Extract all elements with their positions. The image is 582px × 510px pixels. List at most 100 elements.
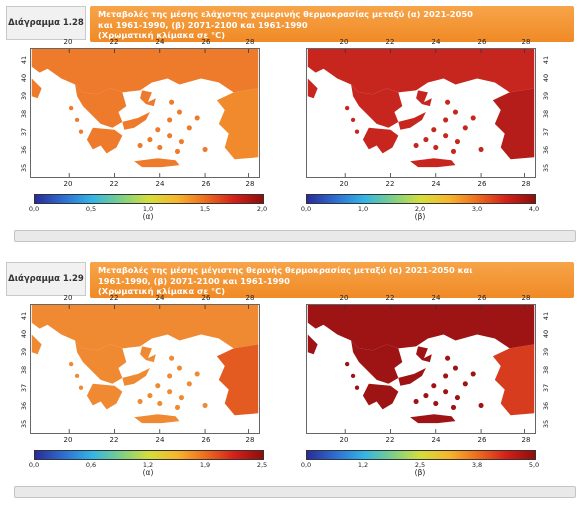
aegean-island [470, 371, 476, 377]
aegean-island [157, 144, 163, 151]
chalkidiki [416, 90, 432, 107]
figure-caption: Μεταβολές της μέσης μέγιστης θερινής θερ… [90, 262, 574, 298]
aegean-island [423, 137, 429, 143]
colorbar-a [34, 194, 264, 204]
greece-map [307, 49, 535, 177]
separator-bar [14, 486, 576, 498]
italy-heel [31, 334, 42, 355]
aegean-island [155, 383, 161, 389]
aegean-island [478, 146, 484, 152]
aegean-island [452, 109, 459, 115]
ionian-island [354, 385, 360, 390]
chalkidiki [140, 346, 156, 363]
aegean-island [431, 383, 437, 389]
aegean-island [462, 125, 468, 131]
ionian-island [78, 129, 84, 134]
aegean-island [186, 381, 192, 387]
aegean-island [454, 138, 460, 145]
colorbar-a [34, 450, 264, 460]
panel-label-b: (β) [414, 468, 426, 477]
aegean-island [167, 389, 173, 395]
caption-line-1: Μεταβολές της μέσης ελάχιστης χειμερινής… [98, 9, 473, 19]
crete [134, 414, 180, 424]
aegean-island [147, 393, 153, 399]
aegean-island [167, 133, 173, 139]
aegean-island [413, 398, 419, 405]
aegean-island [157, 400, 163, 407]
aegean-island [176, 365, 183, 371]
aegean-island [433, 144, 439, 151]
balkan-mainland [307, 305, 535, 351]
aegean-island [462, 381, 468, 387]
greece-map [307, 305, 535, 433]
aegean-island [194, 115, 200, 121]
aegean-island [443, 373, 449, 379]
greek-mainland [351, 84, 403, 128]
aegean-island [202, 146, 208, 152]
caption-line-3: (Χρωματική κλίμακα σε °C) [98, 286, 226, 296]
greece-map [31, 305, 259, 433]
panel-label-b: (β) [414, 212, 426, 221]
aegean-island [450, 148, 457, 154]
balkan-mainland [307, 49, 535, 95]
ionian-island [78, 385, 84, 390]
euboea [122, 368, 150, 386]
aegean-island [169, 355, 175, 361]
separator-bar [14, 230, 576, 242]
ionian-island [350, 117, 356, 123]
figure-caption: Μεταβολές της μέσης ελάχιστης χειμερινής… [90, 6, 574, 42]
aegean-island [167, 117, 173, 123]
euboea [398, 112, 426, 130]
italy-heel [307, 334, 318, 355]
chalkidiki [140, 90, 156, 107]
aegean-island [137, 398, 143, 405]
colorbar-b [306, 194, 536, 204]
crete [410, 414, 456, 424]
greek-mainland [75, 84, 127, 128]
caption-line-3: (Χρωματική κλίμακα σε °C) [98, 30, 226, 40]
map-panel-a [30, 48, 260, 178]
aegean-island [137, 142, 143, 149]
anatolia-landmass [216, 88, 259, 160]
panel-label-a: (α) [142, 212, 154, 221]
aegean-island [450, 404, 457, 410]
map-panel-a [30, 304, 260, 434]
ionian-island [344, 361, 350, 367]
aegean-island [443, 117, 449, 123]
anatolia-landmass [492, 344, 535, 416]
crete [410, 158, 456, 168]
aegean-island [443, 133, 449, 139]
figure-label: Διάγραμμα 1.28 [6, 6, 86, 40]
aegean-island [155, 127, 161, 133]
italy-heel [307, 78, 318, 99]
chalkidiki [416, 346, 432, 363]
peloponnese [86, 127, 123, 154]
peloponnese [362, 127, 399, 154]
aegean-island [423, 393, 429, 399]
aegean-island [478, 402, 484, 408]
aegean-island [454, 394, 460, 401]
caption-line-1: Μεταβολές της μέσης μέγιστης θερινής θερ… [98, 265, 473, 275]
balkan-mainland [31, 305, 259, 351]
euboea [122, 112, 150, 130]
aegean-island [445, 355, 451, 361]
aegean-island [174, 404, 181, 410]
ionian-island [354, 129, 360, 134]
maps-row: 20 22 24 26 28 41 40 39 38 37 36 35 20 2… [20, 294, 551, 444]
aegean-island [452, 365, 459, 371]
greece-map [31, 49, 259, 177]
colorbar-b [306, 450, 536, 460]
crete [134, 158, 180, 168]
aegean-island [194, 371, 200, 377]
ionian-island [350, 373, 356, 379]
aegean-island [147, 137, 153, 143]
aegean-island [174, 148, 181, 154]
figure-label: Διάγραμμα 1.29 [6, 262, 86, 296]
peloponnese [362, 383, 399, 410]
aegean-island [470, 115, 476, 121]
anatolia-landmass [492, 88, 535, 160]
ionian-island [344, 105, 350, 111]
aegean-island [178, 394, 184, 401]
map-panel-b [306, 48, 536, 178]
aegean-island [169, 99, 175, 105]
